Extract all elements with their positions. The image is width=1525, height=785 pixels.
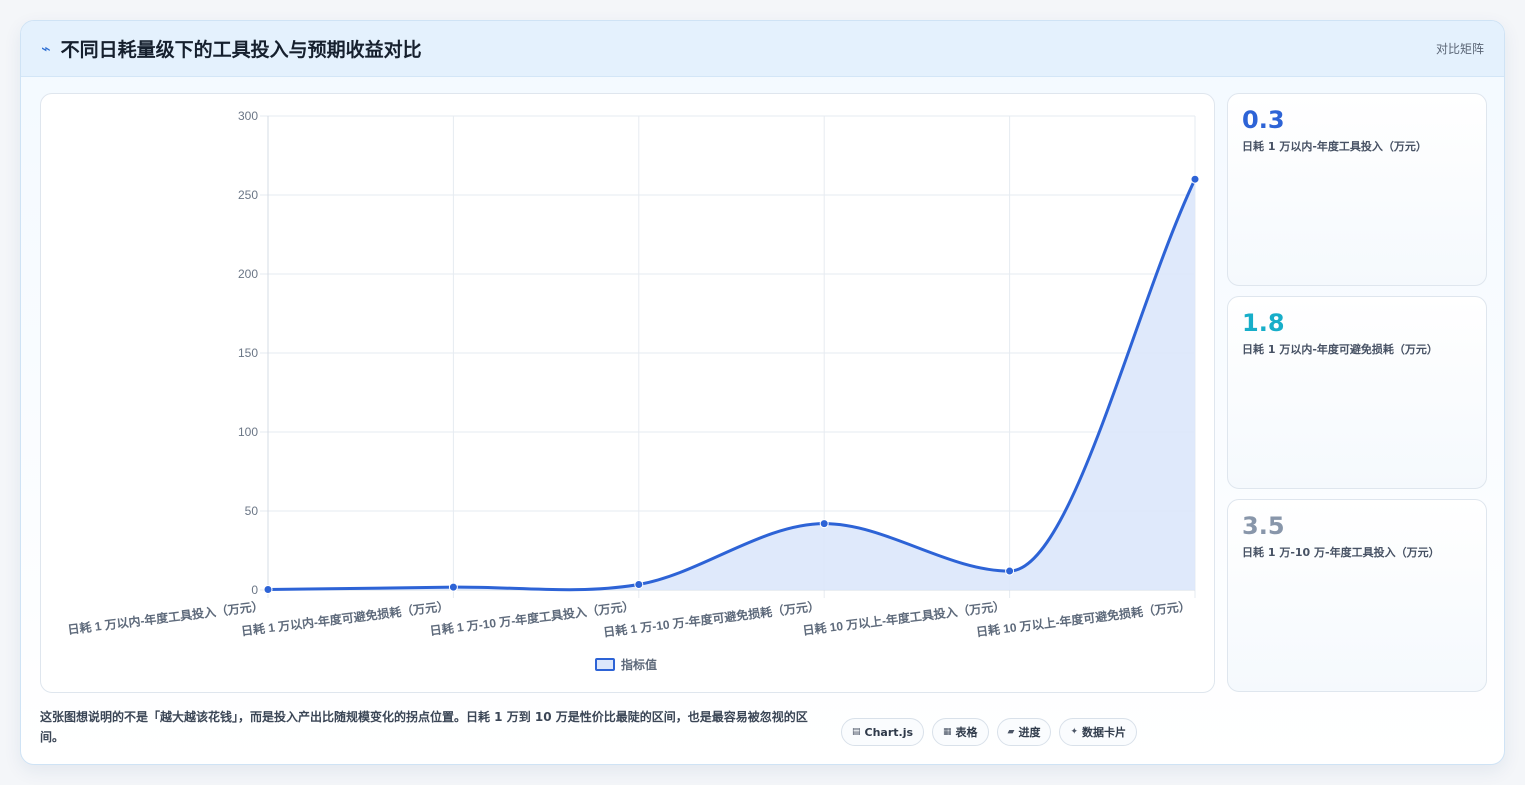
tag-list: ▤ Chart.js ▦ 表格 ▰ 进度 ✦ 数据卡片 xyxy=(841,718,1138,746)
tag-data-card[interactable]: ✦ 数据卡片 xyxy=(1059,718,1138,746)
legend-label: 指标值 xyxy=(621,657,657,672)
tag-chartjs[interactable]: ▤ Chart.js xyxy=(841,718,925,746)
card-header: ⌁ 不同日耗量级下的工具投入与预期收益对比 对比矩阵 xyxy=(21,21,1504,77)
x-tick-label: 日耗 1 万-10 万-年度可避免损耗（万元） xyxy=(602,598,820,639)
legend-swatch xyxy=(595,658,615,671)
x-tick-label: 日耗 1 万以内-年度可避免损耗（万元） xyxy=(240,598,450,638)
page-title: 不同日耗量级下的工具投入与预期收益对比 xyxy=(60,39,422,61)
tag-label: Chart.js xyxy=(864,725,914,739)
chart-card: ⌁ 不同日耗量级下的工具投入与预期收益对比 对比矩阵 0 50 100 150 200 2… xyxy=(20,20,1505,765)
stat-card-3: 3.5 日耗 1 万-10 万-年度工具投入（万元） xyxy=(1227,499,1487,692)
series-area xyxy=(268,179,1195,590)
y-tick-label: 50 xyxy=(245,504,259,518)
y-tick-label: 0 xyxy=(251,583,258,597)
y-tick-label: 100 xyxy=(238,425,258,439)
stat-label: 日耗 1 万以内-年度可避免损耗（万元） xyxy=(1242,343,1438,356)
stat-card-1: 0.3 日耗 1 万以内-年度工具投入（万元） xyxy=(1227,93,1487,286)
series-line xyxy=(267,178,1197,592)
data-point xyxy=(1190,174,1200,184)
pulse-icon: ⌁ xyxy=(41,39,51,58)
stat-card-2: 1.8 日耗 1 万以内-年度可避免损耗（万元） xyxy=(1227,296,1487,489)
tag-label: 表格 xyxy=(955,726,978,739)
y-tick-label: 200 xyxy=(238,267,258,281)
footer-note: 这张图想说明的不是「越大越该花钱」，而是投入产出比随规模变化的拐点位置。日耗 1… xyxy=(40,710,808,744)
tag-progress[interactable]: ▰ 进度 xyxy=(996,718,1052,746)
tag-table[interactable]: ▦ 表格 xyxy=(932,718,989,746)
data-point xyxy=(819,519,829,529)
table-icon: ▦ xyxy=(943,727,952,737)
x-tick-label: 日耗 10 万以上-年度可避免损耗（万元） xyxy=(975,598,1191,639)
progress-icon: ▰ xyxy=(1007,727,1015,737)
chart-panel: 0 50 100 150 200 250 300 日耗 1 万以内-年度工具投入（万元） 日耗 … xyxy=(40,93,1215,693)
y-tick-label: 300 xyxy=(238,109,258,123)
stat-label: 日耗 1 万以内-年度工具投入（万元） xyxy=(1242,140,1427,153)
y-tick-label: 150 xyxy=(238,346,258,360)
x-tick-label: 日耗 1 万以内-年度工具投入（万元） xyxy=(67,598,265,637)
data-point xyxy=(263,585,273,595)
stat-value: 3.5 xyxy=(1242,512,1285,540)
data-point xyxy=(1005,566,1015,576)
header-tag: 对比矩阵 xyxy=(1435,42,1484,56)
stat-value: 1.8 xyxy=(1242,309,1285,337)
tag-label: 进度 xyxy=(1018,726,1041,739)
data-point xyxy=(634,579,644,589)
chart-icon: ▤ xyxy=(852,727,861,737)
stat-value: 0.3 xyxy=(1242,106,1285,134)
y-tick-label: 250 xyxy=(238,188,258,202)
sparkle-icon: ✦ xyxy=(1070,727,1079,737)
tag-label: 数据卡片 xyxy=(1082,726,1127,739)
stat-label: 日耗 1 万-10 万-年度工具投入（万元） xyxy=(1242,546,1440,559)
data-point xyxy=(448,582,458,592)
